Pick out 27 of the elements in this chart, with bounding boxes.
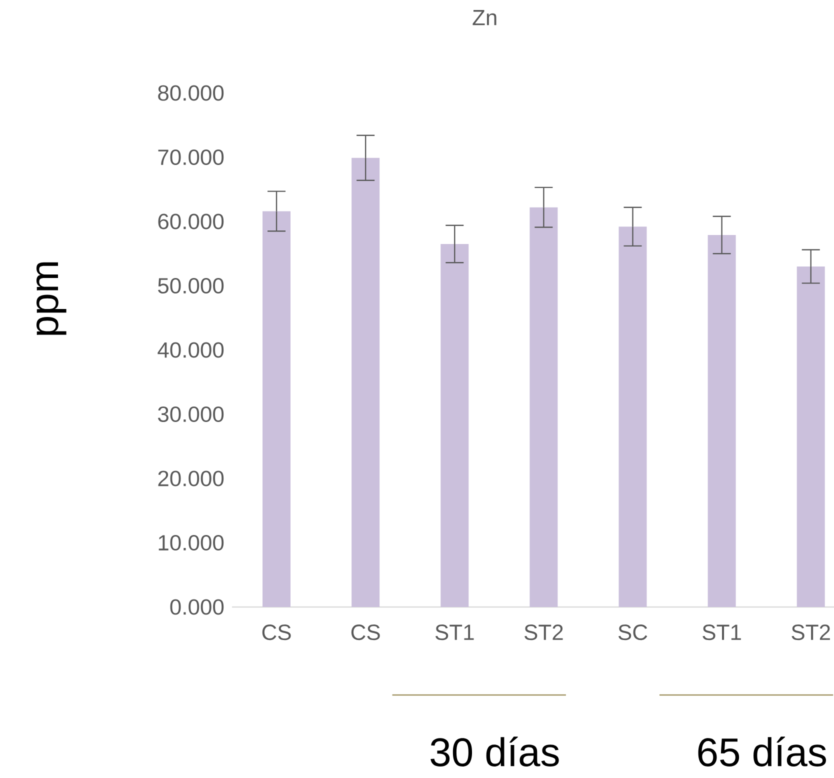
chart-title: Zn: [472, 10, 496, 26]
bar: [262, 211, 291, 607]
x-tick-label: SC: [618, 624, 648, 640]
text: 65 días: [698, 736, 826, 766]
y-tick-label: 0.000: [170, 599, 224, 615]
y-tick-label: 50.000: [158, 278, 224, 294]
bar: [708, 234, 736, 607]
y-tick-label: 20.000: [158, 470, 224, 486]
bar: [530, 207, 558, 607]
y-tick-label: 70.000: [158, 149, 224, 166]
x-tick-label: CS: [262, 624, 291, 640]
text: 30 días: [430, 736, 559, 766]
bar: [796, 266, 825, 607]
y-tick-label: 40.000: [158, 342, 224, 358]
bar: [440, 244, 469, 607]
y-tick-label: 60.000: [158, 214, 224, 230]
x-tick-label: ST1: [702, 624, 741, 640]
y-axis-title: ppm: [36, 262, 66, 335]
y-tick-label: 80.000: [158, 85, 224, 101]
x-tick-label: ST2: [524, 624, 563, 640]
x-tick-label: ST1: [435, 624, 474, 640]
x-tick-label: ST2: [792, 624, 830, 640]
y-tick-label: 10.000: [158, 534, 224, 551]
y-tick-label: 30.000: [158, 406, 224, 422]
x-tick-label: CS: [351, 624, 380, 640]
bar: [618, 226, 647, 607]
bar: [352, 158, 380, 607]
